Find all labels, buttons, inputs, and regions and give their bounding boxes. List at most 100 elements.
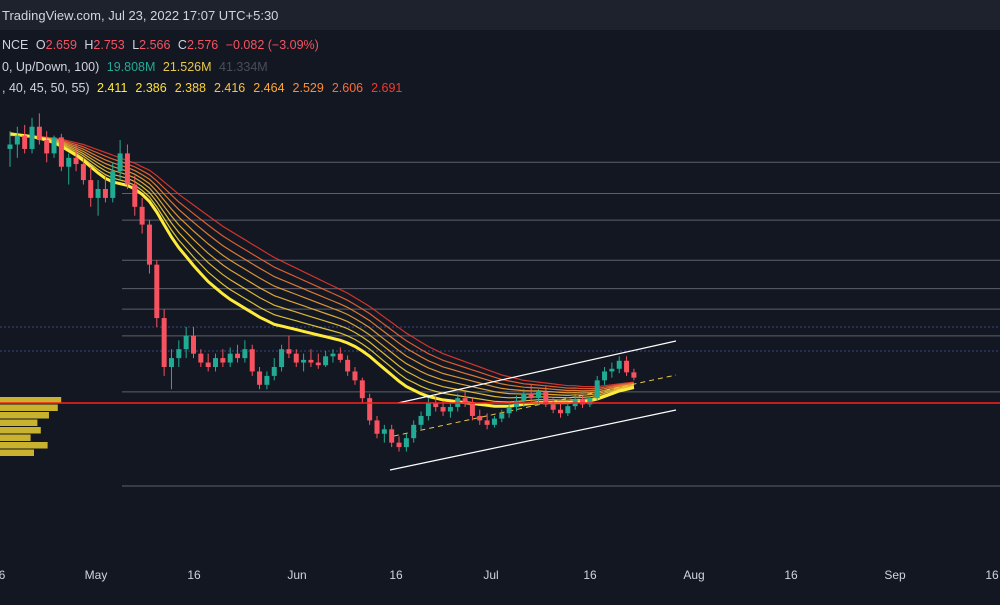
low-label: L — [132, 38, 140, 52]
x-tick-label: May — [85, 568, 108, 582]
brand-timestamp: TradingView.com, Jul 23, 2022 17:07 UTC+… — [2, 8, 279, 23]
candle-body — [249, 349, 255, 372]
volume-profile-bar — [0, 419, 38, 426]
candle-body — [550, 404, 556, 410]
x-tick-label: 16 — [187, 568, 201, 582]
candle-body — [580, 399, 586, 405]
channel-lower-line — [389, 409, 677, 471]
candle-body — [220, 358, 226, 363]
horizontal-levels — [0, 161, 1000, 487]
candle-body — [330, 353, 336, 357]
chart-area[interactable]: NCE O2.659 H2.753 L2.566 C2.576 −0.082 (… — [0, 30, 1000, 560]
candle-body — [161, 318, 167, 367]
candle-body — [124, 153, 130, 185]
candle-body — [506, 407, 512, 414]
candle-body — [491, 418, 497, 425]
candle-body — [484, 420, 490, 425]
candle-body — [381, 429, 387, 434]
ema-value: 2.411 — [97, 81, 128, 95]
candle-body — [337, 353, 343, 360]
candle-body — [631, 372, 637, 378]
candle-body — [132, 184, 138, 207]
volume-profile-bar — [0, 427, 41, 434]
candle-body — [102, 189, 108, 198]
candle-body — [352, 371, 358, 381]
candle-body — [183, 335, 189, 350]
candle-body — [110, 171, 116, 198]
candle-body — [95, 189, 101, 198]
ema-value: 2.606 — [331, 81, 364, 95]
candle-body — [293, 353, 299, 363]
candle-body — [396, 442, 402, 448]
ema-values: 2.411 2.386 2.388 2.416 2.464 2.529 2.606 2.691 — [97, 81, 410, 95]
candle-body — [22, 135, 28, 149]
candle-body — [528, 393, 534, 399]
ema-line — [9, 132, 635, 408]
candle-body — [609, 368, 615, 372]
ema-value: 2.386 — [135, 81, 167, 95]
candle-body — [425, 402, 431, 416]
trend-channel — [389, 340, 677, 471]
candle-body — [286, 349, 292, 354]
candle-body — [7, 144, 13, 149]
open-label: O — [35, 38, 46, 52]
channel-mid-line — [393, 374, 677, 437]
candle-body — [513, 400, 519, 408]
x-tick-label: Aug — [683, 568, 704, 582]
symbol-name: NCE — [2, 38, 29, 52]
candle-body — [543, 391, 549, 405]
candle-body — [279, 349, 285, 367]
candle-body — [558, 409, 563, 414]
x-tick-label: 16 — [784, 568, 798, 582]
candle-body — [359, 380, 365, 399]
volume-profile-bar — [0, 442, 48, 449]
ema-line — [9, 134, 635, 394]
candle-body — [198, 353, 204, 363]
high-value: 2.753 — [93, 38, 125, 52]
price-chart[interactable] — [0, 30, 1000, 560]
candle-body — [213, 358, 219, 367]
ema-value: 2.416 — [213, 81, 246, 95]
time-axis[interactable]: 6 May 16 Jun 16 Jul 16 Aug 16 Sep 16 — [0, 560, 1000, 600]
ohlc-legend: NCE O2.659 H2.753 L2.566 C2.576 −0.082 (… — [2, 38, 323, 52]
candle-body — [521, 393, 527, 401]
ema-value: 2.529 — [292, 81, 324, 95]
candle-body — [66, 157, 72, 167]
candle-body — [469, 402, 475, 416]
ema-line — [10, 135, 634, 388]
candles — [7, 113, 637, 452]
candle-body — [146, 224, 152, 265]
volume-total: 41.334M — [219, 60, 268, 74]
close-label: C — [177, 38, 187, 52]
ema-line — [9, 133, 635, 403]
ema-value: 2.691 — [371, 81, 403, 95]
candle-body — [433, 402, 439, 408]
candle-body — [624, 360, 630, 373]
candle-body — [44, 140, 50, 154]
candle-body — [235, 353, 241, 359]
candle-body — [117, 153, 123, 172]
candle-body — [367, 398, 373, 421]
candle-body — [14, 135, 20, 145]
candle-body — [594, 380, 600, 399]
x-axis: 6 May 16 Jun 16 Jul 16 Aug 16 Sep 16 — [0, 568, 999, 582]
candle-body — [403, 438, 409, 448]
top-bar: TradingView.com, Jul 23, 2022 17:07 UTC+… — [0, 0, 1000, 30]
candle-body — [51, 137, 57, 154]
candle-body — [462, 398, 468, 403]
volume-profile-bar — [0, 412, 49, 419]
candle-body — [176, 349, 182, 359]
ema-line — [9, 134, 634, 392]
candle-body — [477, 415, 483, 421]
ema-ribbon — [9, 132, 635, 408]
low-value: 2.566 — [139, 38, 171, 52]
ema-line — [9, 134, 634, 390]
volume-profile-bar — [0, 449, 34, 456]
volume-profile-bar — [0, 404, 58, 411]
candle-body — [565, 406, 571, 414]
x-tick-label: Jul — [483, 568, 498, 582]
candle-body — [139, 206, 145, 225]
ema-value: 2.388 — [174, 81, 206, 95]
candle-body — [389, 429, 395, 443]
candle-body — [80, 164, 86, 181]
